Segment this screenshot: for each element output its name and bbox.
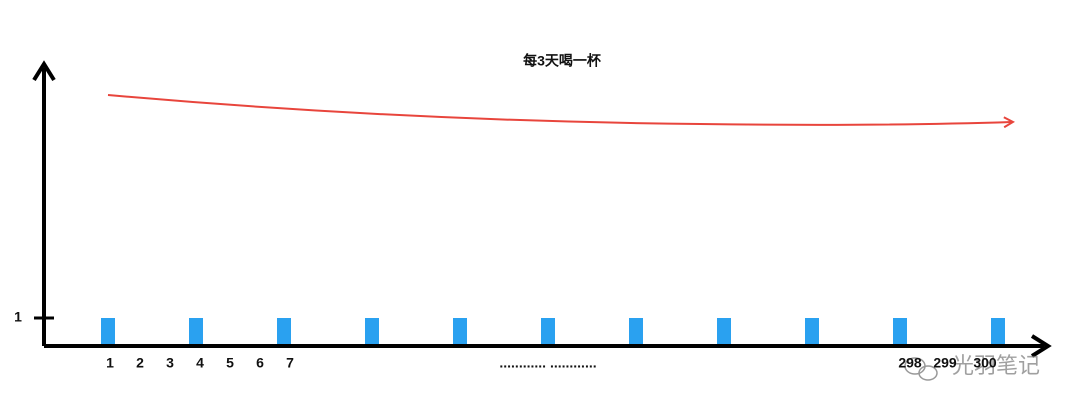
axes [32,60,1052,358]
y-tick-label: 1 [14,309,22,325]
x-tick-label: 7 [286,355,294,371]
bar [365,318,379,344]
bar [101,318,115,344]
trend-arrow [107,94,1012,125]
x-tick-label: 5 [226,355,234,371]
bar [717,318,731,344]
x-tick-label: 300 [973,355,997,371]
y-axis-arrow [32,60,56,82]
bar [453,318,467,344]
bar [893,318,907,344]
bar [805,318,819,344]
x-tick-label: 3 [166,355,174,371]
x-tick-label: 6 [256,355,264,371]
watermark-text: 光羽笔记 [952,353,1040,378]
bar [991,318,1005,344]
x-tick-label: 4 [196,355,204,371]
x-tick-label: 1 [106,355,114,371]
bar [277,318,291,344]
x-tick-label: 299 [933,355,957,371]
bar [541,318,555,344]
x-tick-label: 2 [136,355,144,371]
bar [189,318,203,344]
watermark: 光羽笔记 [904,353,1040,381]
x-axis-arrow [1030,334,1052,358]
watermark-icon [918,365,938,381]
chart-title: 每3天喝一杯 [523,53,602,69]
bar [629,318,643,344]
x-tick-label: 298 [898,355,922,371]
x-tick-label: ............ ............ [499,355,596,371]
